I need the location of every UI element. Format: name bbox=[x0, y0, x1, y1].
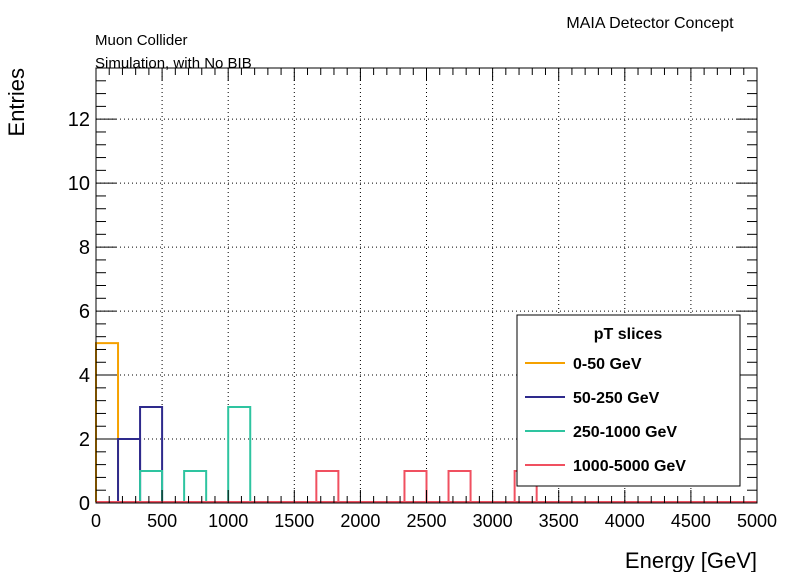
x-tick-label: 1500 bbox=[274, 511, 314, 531]
histogram-bin bbox=[227, 406, 252, 502]
plot-border bbox=[95, 67, 758, 504]
legend-title: pT slices bbox=[594, 326, 663, 343]
experiment-label: MAIA Detector Concept bbox=[566, 15, 734, 32]
x-axis-label: Energy [GeV] bbox=[625, 548, 757, 572]
x-tick-label: 2500 bbox=[406, 511, 446, 531]
x-tick-label: 0 bbox=[91, 511, 101, 531]
y-tick-label: 8 bbox=[79, 237, 90, 259]
axes-frame bbox=[95, 67, 758, 504]
x-tick-label: 500 bbox=[147, 511, 177, 531]
x-tick-label: 5000 bbox=[737, 511, 777, 531]
simulation-label: Simulation, with No BIB bbox=[95, 55, 252, 72]
x-tick-label: 4500 bbox=[671, 511, 711, 531]
collider-label: Muon Collider bbox=[95, 32, 188, 49]
x-tick-label: 2000 bbox=[340, 511, 380, 531]
y-tick-label: 6 bbox=[79, 301, 90, 323]
legend-entry-label: 50-250 GeV bbox=[573, 390, 660, 407]
grid-lines bbox=[96, 68, 757, 503]
y-axis-label: Entries bbox=[4, 68, 29, 136]
histogram-bin bbox=[315, 470, 340, 502]
y-tick-label: 4 bbox=[79, 365, 90, 387]
x-tick-label: 4000 bbox=[605, 511, 645, 531]
histogram-bin bbox=[139, 406, 164, 502]
y-tick-label: 2 bbox=[79, 429, 90, 451]
histogram-bin bbox=[403, 470, 428, 502]
histogram-bin bbox=[139, 470, 164, 502]
legend-entries: 0-50 GeV 50-250 GeV 250-1000 GeV 1000-5000 … bbox=[525, 356, 686, 475]
legend-entry-label: 250-1000 GeV bbox=[573, 424, 677, 441]
histogram-bin bbox=[447, 470, 472, 502]
y-tick-label: 0 bbox=[79, 493, 90, 515]
y-tick-label: 10 bbox=[68, 173, 90, 195]
legend-entry-label: 0-50 GeV bbox=[573, 356, 642, 373]
x-tick-label: 1000 bbox=[208, 511, 248, 531]
legend: pT slices 0-50 GeV 50-250 GeV 250-1000 GeV… bbox=[516, 314, 741, 487]
histogram-bin bbox=[183, 470, 208, 502]
legend-box bbox=[516, 314, 741, 487]
x-tick-label: 3500 bbox=[539, 511, 579, 531]
x-tick-label: 3000 bbox=[473, 511, 513, 531]
tick-labels: 0 500 1000 1500 2000 2500 3000 3500 4000 4500 5000… bbox=[68, 109, 777, 531]
y-tick-label: 12 bbox=[68, 109, 90, 131]
legend-entry-label: 1000-5000 GeV bbox=[573, 458, 686, 475]
